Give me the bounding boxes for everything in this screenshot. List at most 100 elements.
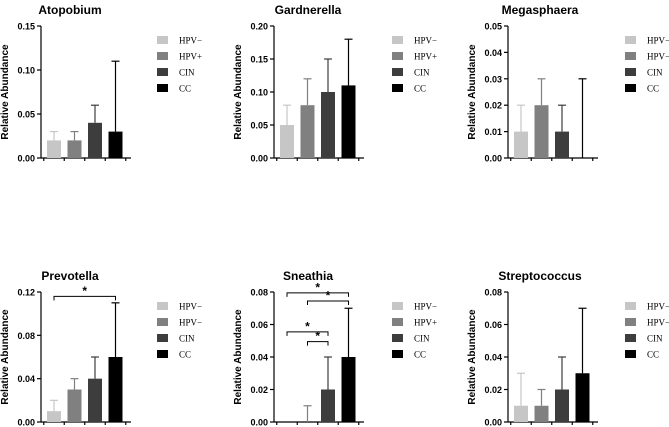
legend-swatch [625,334,636,342]
chart-panel-gardnerella: Gardnerella Relative Abundance 0.00 0.05 0.1… [233,3,437,164]
legend-swatch [157,52,168,60]
legend-swatch [157,84,168,92]
bar-cin-2 [555,389,569,422]
legend-swatch [392,350,403,358]
legend-swatch [625,302,636,310]
y-tick-label: 0.00 [17,154,35,164]
legend-swatch [392,84,403,92]
chart-title: Gardnerella [275,3,342,17]
y-tick-label: 0.03 [484,74,502,84]
y-axis-label: Relative Abundance [0,44,11,140]
legend-label: CIN [647,334,663,344]
y-axis-label: Relative Abundance [467,44,478,140]
y-tick-label: 0.12 [17,288,35,298]
y-tick-label: 0.05 [250,121,268,131]
y-tick-label: 0.02 [484,101,502,111]
y-tick-label: 0.05 [484,22,502,32]
legend-label: CIN [647,68,663,78]
y-tick-label: 0.04 [484,48,502,58]
legend-label: HPV− [414,302,437,312]
legend-swatch [392,68,403,76]
bar-hpv-1 [67,389,82,422]
significance-star: * [82,284,87,298]
y-axis-label: Relative Abundance [467,309,478,405]
bar-cc-3 [341,85,356,158]
y-tick-label: 0.00 [484,154,502,164]
y-tick-label: 0.15 [250,55,268,65]
chart-panel-streptococcus: Streptococcus Relative Abundance 0.00 0.02 0… [467,269,669,427]
legend-swatch [625,52,636,60]
y-tick-label: 0.06 [484,320,502,330]
chart-title: Megasphaera [502,3,579,17]
significance-bracket [286,331,329,336]
significance-bracket [53,295,116,301]
legend-label: CIN [179,334,195,344]
legend-label: CIN [179,68,195,78]
y-tick-label: 0.15 [17,22,35,32]
legend-label: CC [179,350,191,360]
legend-label: CIN [414,68,430,78]
bar-cc-3 [108,131,123,158]
bar-hpv-0 [47,140,61,158]
legend-swatch [392,52,403,60]
y-tick-label: 0.00 [484,418,502,427]
bar-hpv-1 [534,405,549,422]
legend-label: CC [414,350,426,360]
bar-cin-2 [88,122,102,158]
chart-title: Sneathia [283,269,333,283]
legend-label: CC [647,350,659,360]
y-tick-label: 0.20 [250,22,268,32]
y-tick-label: 0.08 [484,288,502,298]
y-tick-label: 0.00 [250,154,268,164]
significance-bracket [307,300,349,305]
legend-label: HPV+ [414,52,437,62]
chart-panel-atopobium: Atopobium Relative Abundance 0.00 0.05 0.10 0… [0,3,202,164]
bar-hpv-1 [67,140,82,158]
bar-cin-2 [555,131,569,158]
significance-bracket [307,341,329,346]
significance-star: * [305,319,310,333]
legend-label: HPV+ [414,318,437,328]
legend-swatch [392,318,403,326]
legend-label: HPV− [647,318,669,328]
y-tick-label: 0.08 [17,331,35,341]
bar-cc-3 [108,357,123,422]
y-tick-label: 0.05 [17,110,35,120]
y-tick-label: 0.08 [250,288,268,298]
legend-swatch [157,318,168,326]
chart-title: Streptococcus [498,269,582,283]
bar-hpv-0 [514,131,528,158]
bar-hpv-0 [514,405,528,422]
chart-panel-megasphaera: Megasphaera Relative Abundance 0.00 0.01 0.0… [467,3,669,164]
legend-label: HPV− [647,302,669,312]
y-tick-label: 0.06 [250,320,268,330]
bar-cin-2 [88,378,102,422]
bar-cin-2 [321,92,335,158]
y-tick-label: 0.01 [484,127,502,137]
legend-swatch [157,36,168,44]
legend-label: CC [179,84,191,94]
significance-star: * [315,280,320,294]
legend-swatch [625,68,636,76]
y-axis-label: Relative Abundance [233,309,244,405]
y-tick-label: 0.10 [17,66,35,76]
bar-cc-3 [341,357,356,422]
legend-swatch [625,36,636,44]
bar-hpv-1 [534,105,549,158]
legend-label: CIN [414,334,430,344]
legend-label: HPV− [179,36,202,46]
legend-swatch [157,302,168,310]
y-tick-label: 0.02 [484,385,502,395]
y-tick-label: 0.00 [17,418,35,427]
legend-label: HPV− [179,302,202,312]
legend-swatch [625,84,636,92]
legend-swatch [392,302,403,310]
legend-swatch [157,68,168,76]
bar-cin-2 [321,389,335,422]
legend-label: HPV− [179,318,202,328]
legend-label: HPV− [647,36,669,46]
chart-title: Atopobium [38,3,101,17]
y-tick-label: 0.02 [250,385,268,395]
y-tick-label: 0.00 [250,418,268,427]
